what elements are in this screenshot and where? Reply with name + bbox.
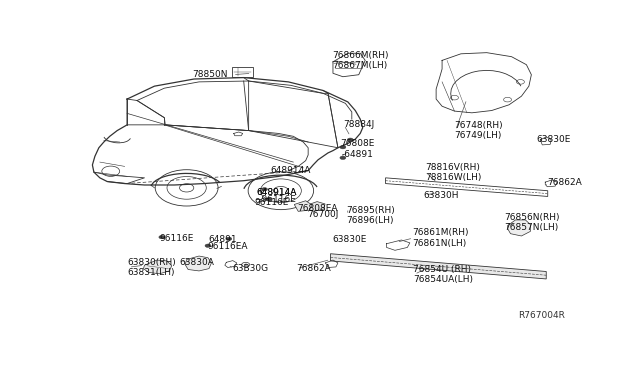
Text: 78850N: 78850N xyxy=(192,70,228,79)
Polygon shape xyxy=(143,260,172,274)
Text: -64891: -64891 xyxy=(342,150,374,160)
Text: 63830H: 63830H xyxy=(424,190,460,199)
Text: 63830A: 63830A xyxy=(179,258,214,267)
Text: 76856N(RH)
76857N(LH): 76856N(RH) 76857N(LH) xyxy=(504,213,559,232)
Text: 78884J: 78884J xyxy=(343,121,374,129)
Text: −96116E: −96116E xyxy=(253,195,296,204)
Circle shape xyxy=(340,145,346,149)
Text: 648914A: 648914A xyxy=(270,166,310,175)
Text: 76862A: 76862A xyxy=(547,178,582,187)
Circle shape xyxy=(262,187,268,191)
Text: 63830E: 63830E xyxy=(332,235,366,244)
Text: 63830E: 63830E xyxy=(536,135,571,144)
Polygon shape xyxy=(185,256,211,271)
Text: R767004R: R767004R xyxy=(518,311,565,320)
Text: 76748(RH)
76749(LH): 76748(RH) 76749(LH) xyxy=(454,121,503,140)
Text: 63830(RH)
63831(LH): 63830(RH) 63831(LH) xyxy=(127,258,177,277)
Text: 96116E: 96116E xyxy=(255,198,289,207)
Text: 76862A: 76862A xyxy=(296,264,330,273)
Text: 76854U (RH)
76854UA(LH): 76854U (RH) 76854UA(LH) xyxy=(413,265,474,284)
Circle shape xyxy=(340,156,346,160)
Text: 76861M(RH)
76861N(LH): 76861M(RH) 76861N(LH) xyxy=(412,228,469,247)
Circle shape xyxy=(226,237,232,241)
Circle shape xyxy=(266,198,271,201)
Text: 76866M(RH)
76867M(LH): 76866M(RH) 76867M(LH) xyxy=(332,51,388,70)
Polygon shape xyxy=(294,201,312,211)
Text: 76808E: 76808E xyxy=(340,139,375,148)
Polygon shape xyxy=(508,220,531,236)
Text: 648914A: 648914A xyxy=(256,188,296,197)
Circle shape xyxy=(348,138,353,141)
Text: 63B30G: 63B30G xyxy=(233,264,269,273)
Text: 648914A: 648914A xyxy=(256,188,296,197)
Circle shape xyxy=(205,244,211,247)
Text: 76808EA: 76808EA xyxy=(297,204,337,213)
Text: 96116EA: 96116EA xyxy=(207,242,248,251)
Text: 96116E: 96116E xyxy=(159,234,194,243)
Text: 78816V(RH)
78816W(LH): 78816V(RH) 78816W(LH) xyxy=(425,163,481,182)
Polygon shape xyxy=(330,254,547,279)
Text: 64891: 64891 xyxy=(208,235,237,244)
Polygon shape xyxy=(306,202,325,211)
Text: 76895(RH)
76896(LH): 76895(RH) 76896(LH) xyxy=(346,206,395,225)
Text: 76700J: 76700J xyxy=(307,210,339,219)
Circle shape xyxy=(159,235,165,239)
